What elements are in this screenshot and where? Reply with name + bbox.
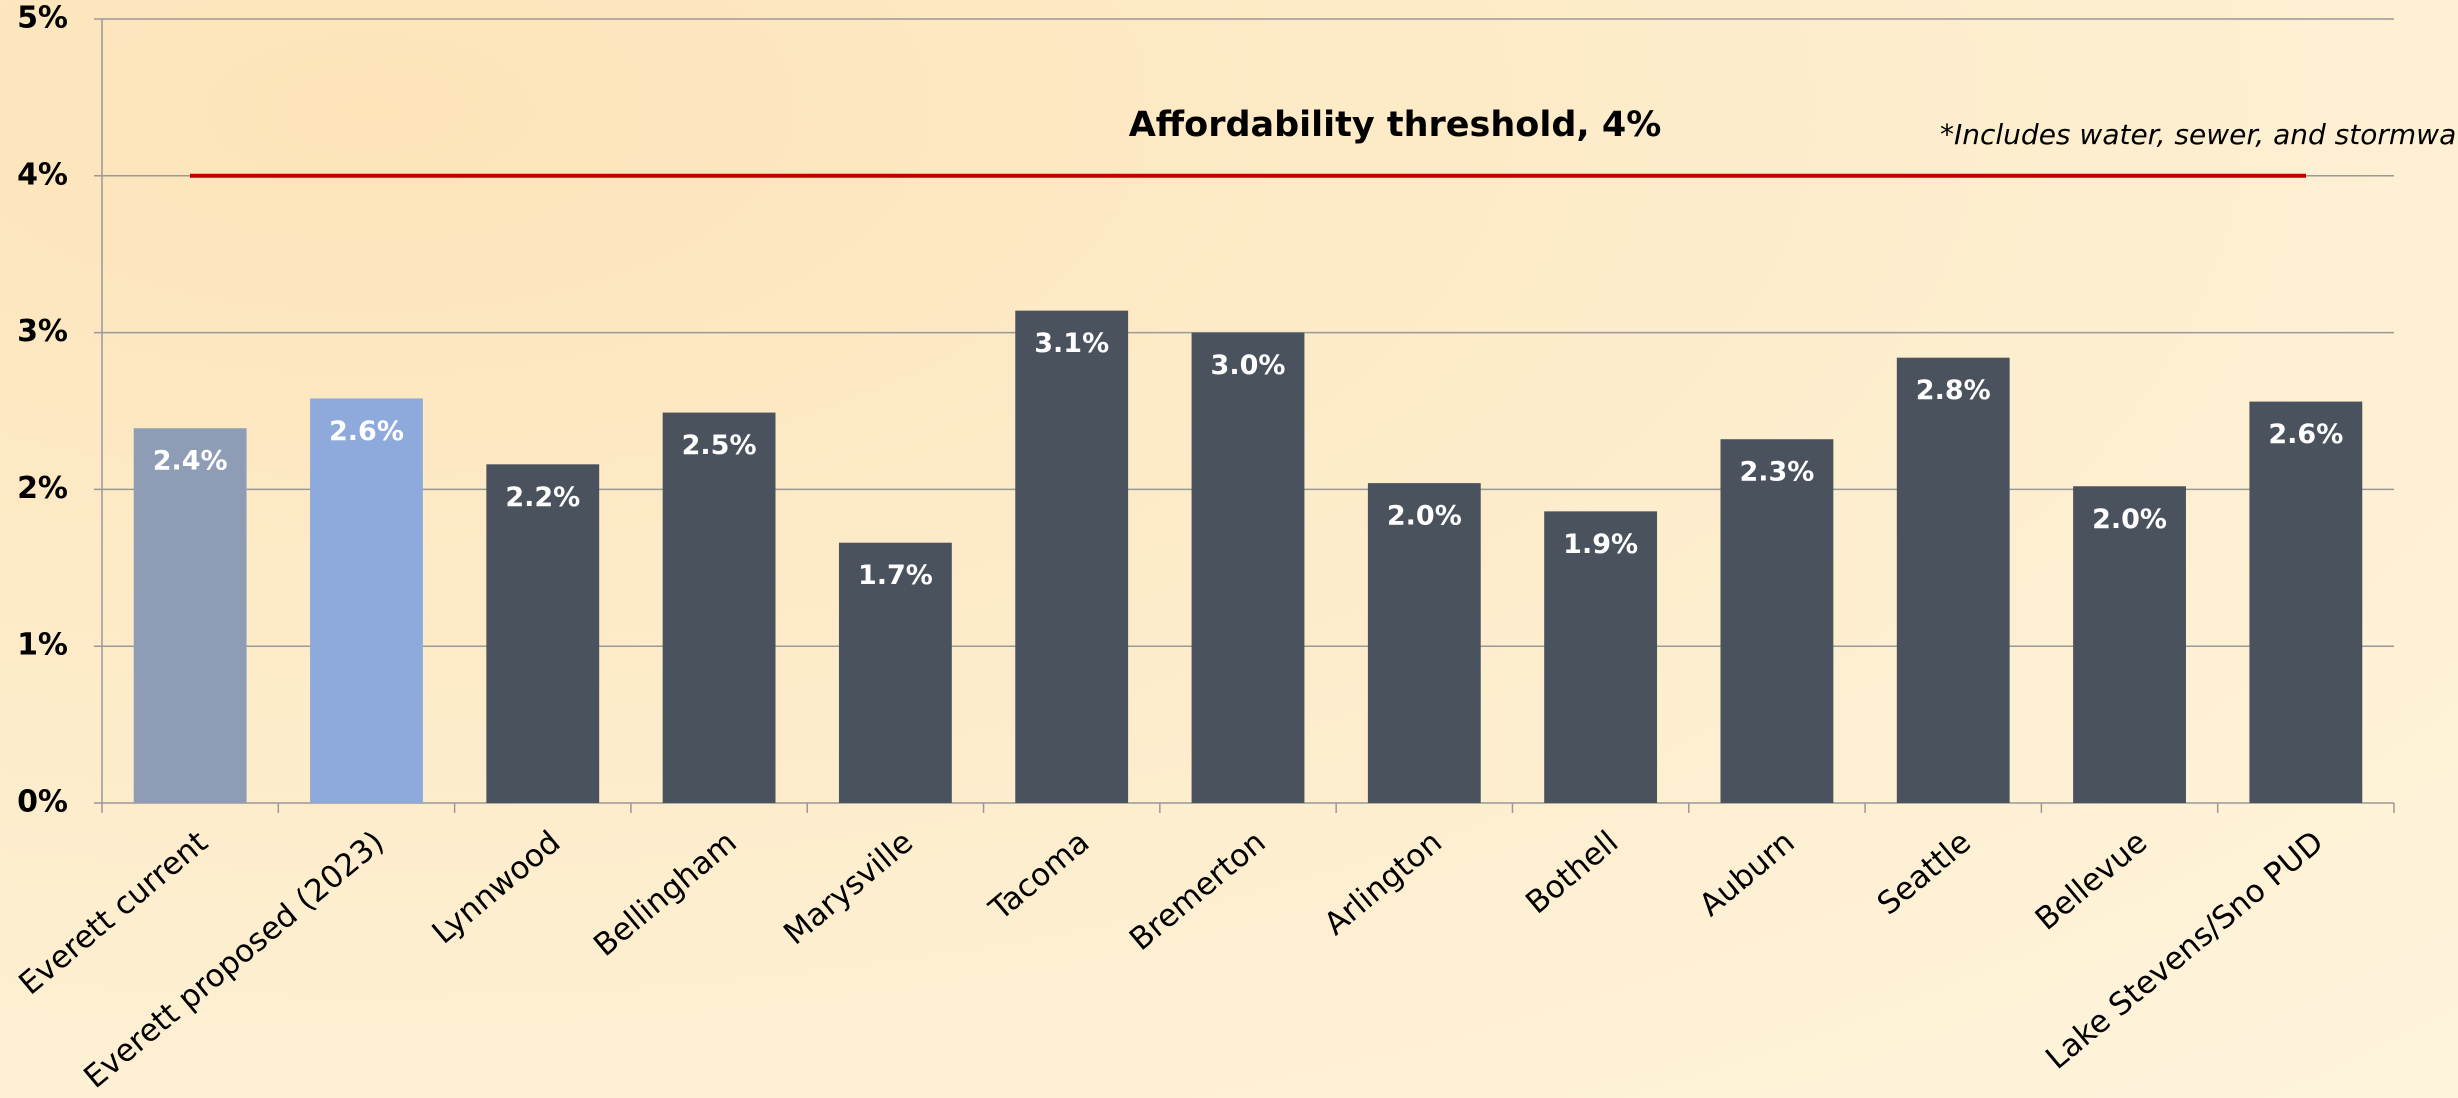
bar	[1896, 357, 2010, 803]
x-tick-label: Auburn	[1693, 824, 1802, 924]
data-label: 1.9%	[1563, 529, 1638, 560]
y-tick-label: 2%	[17, 471, 68, 506]
data-label: 2.5%	[682, 430, 757, 461]
data-label: 2.0%	[2092, 504, 2167, 535]
bar	[1720, 439, 1834, 803]
data-label: 2.0%	[1387, 501, 1462, 532]
data-label: 3.1%	[1034, 328, 1109, 359]
bar	[310, 398, 423, 803]
y-tick-label: 4%	[17, 157, 68, 192]
y-tick-label: 5%	[17, 1, 68, 36]
data-label: 2.3%	[1739, 457, 1814, 488]
data-label: 3.0%	[1211, 350, 1286, 381]
x-tick-label: Bellevue	[2029, 824, 2155, 938]
bar	[133, 428, 247, 803]
data-label: 2.2%	[505, 482, 580, 513]
bar	[1544, 511, 1658, 803]
bar	[838, 542, 952, 803]
x-tick-label: Seattle	[1871, 824, 1978, 922]
x-tick-label: Everett proposed (2023)	[77, 824, 391, 1096]
x-tick-label: Bremerton	[1123, 824, 1273, 958]
bar	[2249, 401, 2363, 803]
x-tick-label: Everett current	[12, 824, 215, 1002]
bar	[1015, 310, 1129, 803]
bar	[2073, 486, 2186, 803]
data-label: 2.6%	[2268, 419, 2343, 450]
bar	[662, 412, 776, 803]
x-tick-label: Lynnwood	[425, 824, 567, 951]
x-tick-label: Bothell	[1519, 824, 1625, 921]
x-tick-label: Bellingham	[587, 824, 744, 964]
x-tick-label: Tacoma	[982, 824, 1096, 928]
x-tick-label: Marysville	[777, 824, 920, 952]
x-tick-label: Lake Stevens/Sno PUD	[2039, 824, 2330, 1077]
data-label: 2.6%	[329, 416, 404, 447]
bar	[1367, 483, 1481, 803]
data-label: 2.8%	[1916, 375, 1991, 406]
x-tick-label: Arlington	[1318, 824, 1449, 942]
bar	[486, 464, 600, 803]
y-tick-label: 0%	[17, 785, 68, 820]
data-label: 2.4%	[153, 446, 228, 477]
note: *Includes water, sewer, and stormwater	[1940, 118, 2458, 151]
y-tick-label: 3%	[17, 314, 68, 349]
threshold-label: Affordability threshold, 4%	[1129, 105, 1662, 145]
data-label: 1.7%	[858, 560, 933, 591]
y-tick-label: 1%	[17, 628, 68, 663]
bar	[1191, 332, 1305, 803]
